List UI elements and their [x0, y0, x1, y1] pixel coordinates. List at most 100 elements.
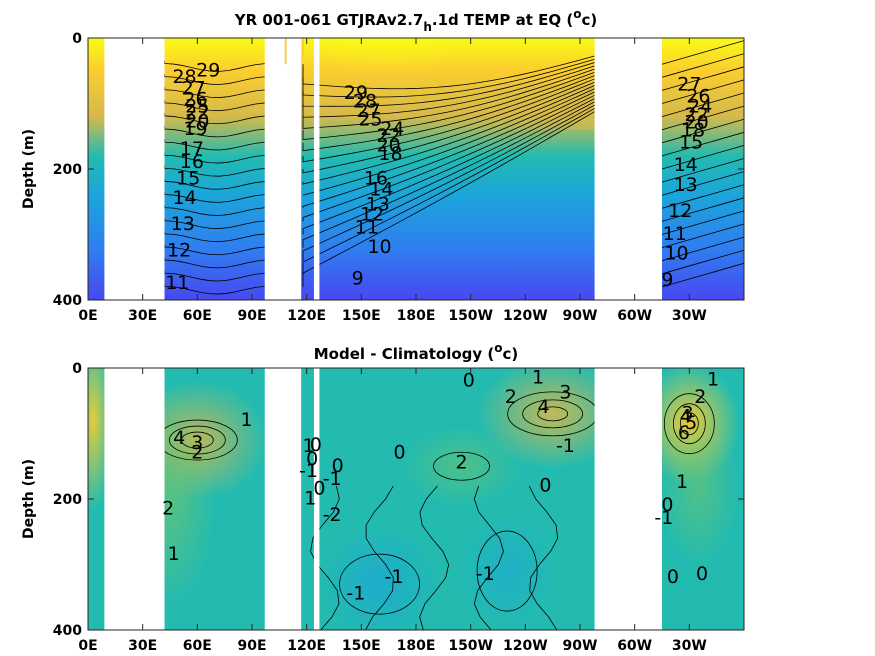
isotherm-line — [164, 126, 265, 138]
x-tick-label: 90E — [237, 308, 266, 324]
contour-label: 22 — [685, 104, 709, 126]
contour-label: 3 — [559, 381, 571, 403]
contour-label: 0 — [696, 563, 708, 585]
contour-label: 11 — [663, 223, 687, 245]
contour-label: 14 — [172, 187, 196, 209]
contour-label: 15 — [176, 167, 200, 189]
land-mask — [313, 38, 320, 300]
anomaly-contour-line — [433, 451, 490, 481]
land-mask — [104, 38, 165, 300]
contour-label: 14 — [674, 154, 698, 176]
contour-label: 9 — [661, 269, 673, 291]
contour-label: 0 — [463, 370, 475, 392]
isotherm-line — [302, 65, 595, 118]
contour-label: -1 — [654, 507, 673, 529]
contour-label: 27 — [182, 78, 206, 100]
x-tick-label: 180E — [397, 308, 436, 324]
contour-label: 2 — [694, 386, 706, 408]
contour-label: 19 — [183, 118, 207, 140]
x-tick-label: 60W — [617, 638, 652, 654]
contour-label: 0 — [313, 478, 325, 500]
isotherm-line — [164, 283, 265, 295]
bottom-contour-lines — [156, 391, 715, 630]
panel-top: YR 001-061 GTJRAv2.7h.1d TEMP at EQ (oc)… — [21, 7, 745, 324]
contour-label: 20 — [377, 135, 401, 157]
x-tick-label: 30W — [672, 638, 707, 654]
contour-label: 18 — [681, 120, 705, 142]
land-mask — [264, 38, 302, 300]
contour-label: -1 — [476, 563, 495, 585]
isotherm-line — [661, 184, 744, 209]
contour-label: 0 — [310, 434, 322, 456]
x-tick-label: 60W — [617, 308, 652, 324]
isotherm-line — [164, 257, 265, 269]
contour-label: 29 — [344, 82, 368, 104]
anomaly-contour-line — [663, 393, 715, 455]
x-tick-label: 60E — [183, 638, 212, 654]
contour-label: 18 — [378, 143, 402, 165]
contour-label: 27 — [357, 100, 381, 122]
isotherm-line — [164, 60, 265, 72]
contour-label: 9 — [352, 268, 364, 290]
isotherm-line — [164, 218, 265, 229]
contour-label: 15 — [679, 131, 703, 153]
contour-label: -1 — [323, 468, 342, 490]
x-tick-label: 120W — [503, 308, 548, 324]
x-tick-label: 30W — [672, 308, 707, 324]
isotherm-line — [302, 98, 595, 235]
isotherm-line — [302, 72, 595, 140]
y-tick-label: 400 — [53, 623, 82, 639]
isotherm-line — [661, 131, 744, 157]
contour-label: -1 — [346, 582, 365, 604]
x-tick-label: 120E — [287, 638, 326, 654]
contour-label: 16 — [364, 167, 388, 189]
anomaly-patch — [457, 511, 558, 630]
contour-label: 26 — [686, 85, 710, 107]
contour-label: 28 — [172, 66, 196, 88]
isotherm-line — [302, 111, 595, 287]
contour-label: -1 — [556, 435, 575, 457]
contour-label: 12 — [360, 203, 384, 225]
x-tick-label: 150W — [448, 308, 493, 324]
contour-label: 10 — [367, 236, 391, 258]
y-tick-label: 400 — [53, 293, 82, 309]
contour-label: 3 — [681, 402, 693, 424]
contour-label: 11 — [165, 272, 189, 294]
contour-label: 0 — [667, 566, 679, 588]
contour-label: -2 — [323, 504, 342, 526]
contour-label: 20 — [185, 110, 209, 132]
contour-label: 0 — [332, 455, 344, 477]
contour-label: 0 — [661, 494, 673, 516]
isotherm-line — [302, 108, 595, 274]
contour-label: 2 — [456, 451, 468, 473]
contour-label: 22 — [377, 125, 401, 147]
island-strip — [302, 38, 304, 58]
contour-label: 1 — [532, 366, 544, 388]
isotherm-line — [661, 158, 744, 183]
contour-label: -1 — [299, 460, 318, 482]
isotherm-line — [164, 205, 265, 216]
contour-label: 4 — [173, 427, 185, 449]
contour-label: 11 — [355, 216, 379, 238]
contour-label: 20 — [685, 112, 709, 134]
contour-label: 29 — [196, 59, 220, 81]
x-tick-label: 90W — [563, 308, 598, 324]
isotherm-line — [164, 165, 265, 177]
contour-label: 14 — [369, 178, 393, 200]
contour-label: 1 — [676, 471, 688, 493]
land-mask — [594, 38, 662, 300]
top-plot-area: 2928272625222019171615141312112928272524… — [88, 38, 744, 300]
contour-label: 0 — [306, 448, 318, 470]
land-mask — [104, 368, 165, 630]
isotherm-line — [302, 78, 595, 163]
anomaly-contour-line — [419, 485, 450, 630]
y-tick-label: 200 — [53, 492, 82, 508]
contour-label: 13 — [366, 194, 390, 216]
contour-label: 4 — [538, 396, 550, 418]
x-tick-label: 0E — [78, 638, 97, 654]
isotherm-line — [302, 62, 595, 107]
isotherm-line — [164, 87, 265, 98]
